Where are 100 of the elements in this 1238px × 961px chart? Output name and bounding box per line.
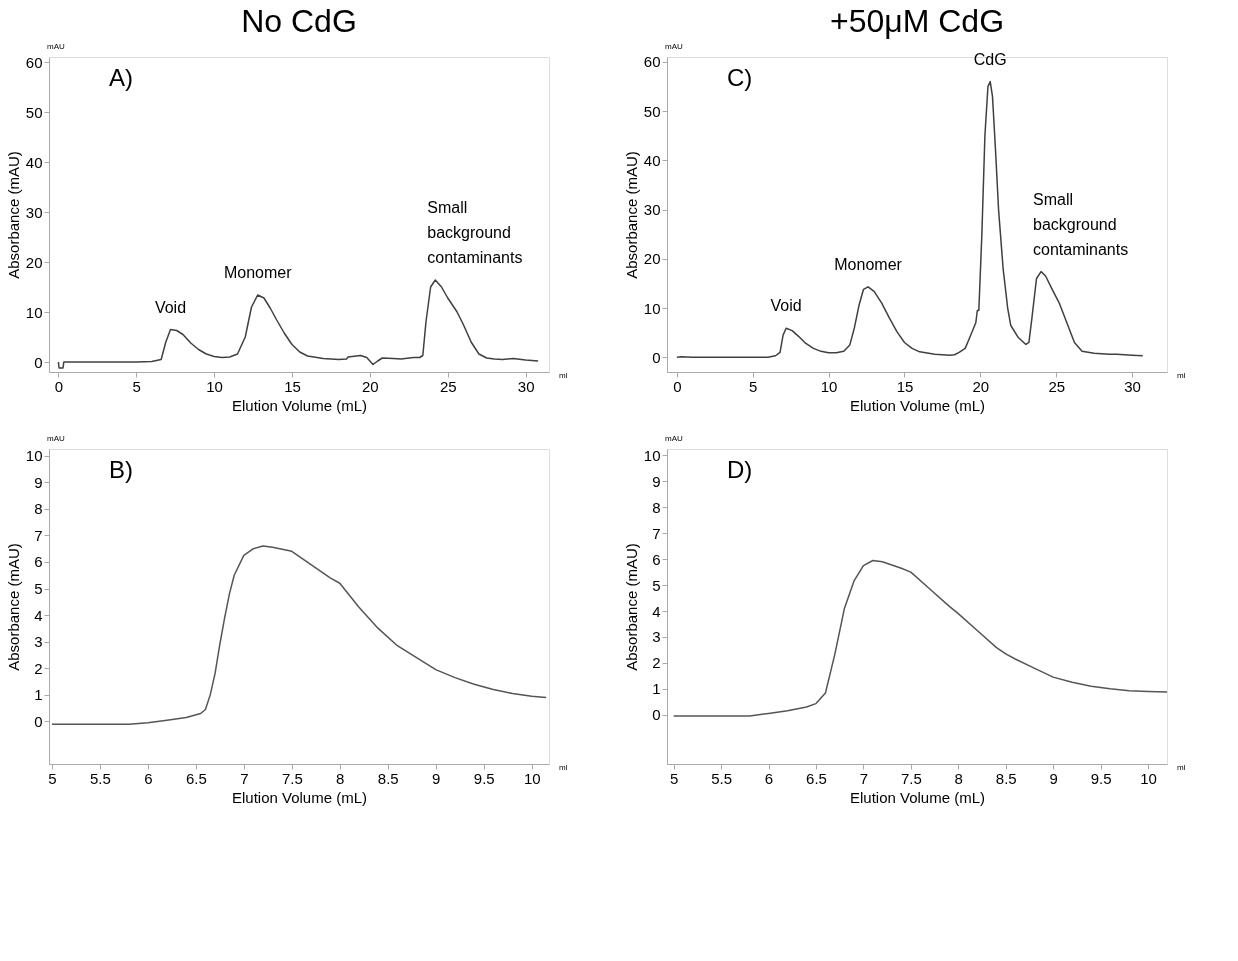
y-tick-label: 4 <box>652 602 661 620</box>
y-tick-label: 5 <box>652 576 661 594</box>
chart-title: +50μM CdG <box>829 3 1005 39</box>
annotation: A) <box>109 64 133 91</box>
annotation: Small background contaminants <box>1033 190 1129 258</box>
y-tick-label: 9 <box>652 472 661 490</box>
x-tick-label: 20 <box>362 377 379 395</box>
x-axis-title: Elution Volume (mL) <box>849 788 986 806</box>
annotation: Monomer <box>223 264 293 281</box>
y-tick-label: 7 <box>34 526 43 544</box>
y-axis-title: Absorbance (mAU) <box>622 543 640 671</box>
y-tick-label: 0 <box>652 348 661 366</box>
line-series <box>672 559 1168 717</box>
x-tick-label: 8 <box>336 769 345 787</box>
x-tick-label: 15 <box>896 377 914 395</box>
y-tick-label: 0 <box>652 706 661 724</box>
text: ml <box>559 371 568 380</box>
x-tick-label: 7.5 <box>900 769 922 787</box>
y-tick-label: 8 <box>34 500 43 518</box>
annotation: B) <box>109 456 133 483</box>
x-tick-label: 0 <box>673 377 682 395</box>
x-tick-label: 5.5 <box>89 769 111 787</box>
annotation: Void <box>770 297 802 315</box>
y-tick-label: 60 <box>25 53 43 71</box>
text: ml <box>1177 371 1186 380</box>
y-tick-label: 10 <box>643 299 661 317</box>
y-tick-label: 40 <box>25 153 43 171</box>
text: mAU <box>665 434 683 443</box>
x-tick-label: 9 <box>432 769 441 787</box>
x-tick-label: 8.5 <box>377 769 399 787</box>
y-tick-label: 0 <box>34 353 43 371</box>
y-tick-label: 6 <box>34 553 43 571</box>
text: ml <box>1177 763 1186 772</box>
y-tick-label: 2 <box>652 654 661 672</box>
x-tick-label: 5 <box>48 769 57 787</box>
x-tick-label: 9.5 <box>1090 769 1112 787</box>
x-tick-label: 15 <box>284 377 301 395</box>
y-tick-label: 3 <box>652 628 661 646</box>
y-tick-label: 1 <box>34 686 43 704</box>
text: mAU <box>47 434 65 443</box>
y-tick-label: 1 <box>652 680 661 698</box>
y-tick-label: 7 <box>652 524 661 542</box>
x-axis-title: Elution Volume (mL) <box>231 788 368 806</box>
x-tick-label: 30 <box>517 377 535 395</box>
annotation: Void <box>154 298 187 316</box>
y-tick-label: 20 <box>25 253 43 271</box>
x-tick-label: 5 <box>749 377 758 395</box>
x-tick-label: 8 <box>954 769 963 787</box>
x-tick-label: 10 <box>1140 769 1157 787</box>
y-tick-label: 8 <box>652 498 661 516</box>
x-tick-label: 5.5 <box>711 769 733 787</box>
annotation: CdG <box>973 50 1007 68</box>
y-tick-label: 10 <box>25 447 43 465</box>
annotation: D) <box>727 456 753 483</box>
y-axis-title: Absorbance (mAU) <box>4 151 22 279</box>
text: ml <box>559 763 568 772</box>
x-axis-title: Elution Volume (mL) <box>231 396 368 414</box>
y-tick-label: 2 <box>34 659 43 677</box>
x-tick-label: 9.5 <box>473 769 495 787</box>
y-tick-label: 0 <box>34 712 43 730</box>
x-tick-label: 6 <box>144 769 153 787</box>
y-tick-label: 9 <box>34 473 43 491</box>
x-tick-label: 0 <box>54 377 64 395</box>
x-tick-label: 10 <box>523 769 541 787</box>
x-tick-label: 9 <box>1049 769 1058 787</box>
y-tick-label: 30 <box>25 203 43 221</box>
x-tick-label: 25 <box>1048 377 1066 395</box>
y-tick-label: 60 <box>643 53 661 71</box>
annotation: C) <box>727 64 753 91</box>
y-tick-label: 10 <box>643 446 661 464</box>
x-tick-label: 7 <box>240 769 249 787</box>
x-tick-label: 8.5 <box>995 769 1017 787</box>
y-axis-title: Absorbance (mAU) <box>622 151 640 279</box>
y-tick-label: 40 <box>643 151 661 169</box>
y-axis-title: Absorbance (mAU) <box>4 543 22 671</box>
x-axis-title: Elution Volume (mL) <box>849 396 986 414</box>
y-tick-label: 10 <box>25 303 43 321</box>
y-tick-label: 6 <box>652 550 661 568</box>
annotation: Small background contaminants <box>427 199 523 266</box>
text: mAU <box>47 42 65 51</box>
x-tick-label: 6.5 <box>806 769 827 787</box>
x-tick-label: 7 <box>859 769 869 787</box>
y-tick-label: 4 <box>34 606 43 624</box>
y-tick-label: 5 <box>34 580 43 598</box>
line-series <box>57 279 539 369</box>
chart-title: No CdG <box>241 3 357 39</box>
x-tick-label: 10 <box>820 377 838 395</box>
x-tick-label: 10 <box>206 377 223 395</box>
x-tick-label: 5 <box>132 377 141 395</box>
x-tick-label: 5 <box>669 769 679 787</box>
y-tick-label: 20 <box>643 250 661 268</box>
line-series <box>51 545 547 725</box>
x-tick-label: 6 <box>764 769 774 787</box>
x-tick-label: 25 <box>439 377 457 395</box>
text: mAU <box>665 42 683 51</box>
x-tick-label: 30 <box>1124 377 1141 395</box>
annotation: Monomer <box>834 255 903 273</box>
x-tick-label: 6.5 <box>185 769 207 787</box>
y-tick-label: 50 <box>643 102 661 120</box>
y-tick-label: 30 <box>643 201 661 219</box>
